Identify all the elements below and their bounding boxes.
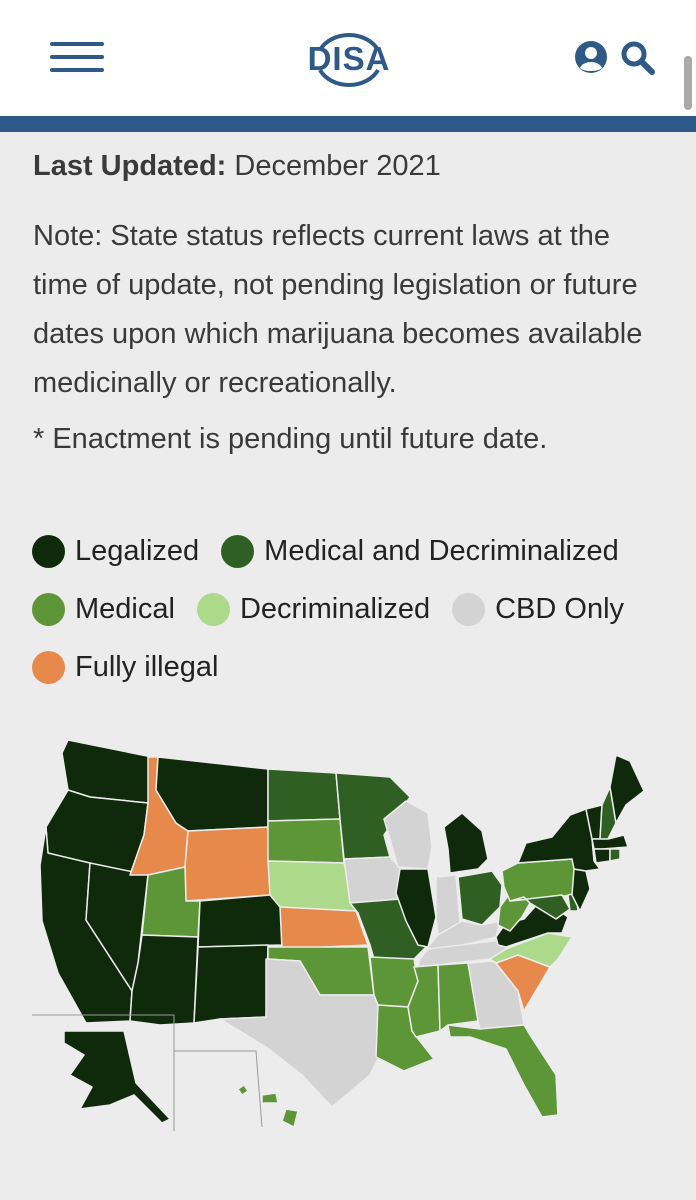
state-md[interactable]	[509, 894, 571, 920]
logo-arcs	[318, 32, 380, 88]
legend-dot-legalized	[32, 534, 65, 568]
state-sd[interactable]	[267, 818, 345, 864]
state-ct[interactable]	[593, 848, 611, 864]
site-header: DISA	[0, 0, 696, 132]
map-legend: Legalized Medical and Decriminalized Med…	[32, 522, 672, 696]
legend-label: Medical and Decriminalized	[264, 534, 619, 567]
state-nc[interactable]	[489, 932, 573, 968]
legend-dot-medical	[32, 592, 65, 626]
state-nm[interactable]	[193, 944, 269, 1024]
state-oh[interactable]	[457, 870, 503, 926]
state-ny[interactable]	[517, 808, 601, 872]
state-ne[interactable]	[267, 860, 357, 912]
search-icon[interactable]	[620, 40, 656, 76]
legend-label: Legalized	[75, 534, 200, 567]
state-me[interactable]	[609, 754, 645, 824]
enactment-note: * Enactment is pending until future date…	[33, 423, 548, 455]
state-al[interactable]	[437, 962, 479, 1032]
legend-dot-cbd-only	[452, 592, 486, 626]
state-wi[interactable]	[383, 800, 433, 870]
status-note: Note: State status reflects current laws…	[33, 220, 643, 399]
state-az[interactable]	[129, 934, 199, 1026]
legend-item-cbd-only: CBD Only	[452, 592, 625, 626]
scrollbar-thumb[interactable]	[684, 56, 692, 110]
hamburger-menu-icon[interactable]	[50, 42, 104, 74]
state-nd[interactable]	[267, 768, 341, 822]
legend-label: Fully illegal	[75, 650, 219, 683]
state-tx[interactable]	[219, 958, 391, 1108]
last-updated-label: Last Updated:	[33, 150, 227, 182]
state-hi[interactable]	[237, 1084, 299, 1128]
state-il[interactable]	[395, 868, 437, 948]
last-updated: Last Updated: December 2021	[33, 150, 441, 183]
legend-item-legalized: Legalized	[32, 534, 200, 568]
legend-dot-fully-illegal	[32, 650, 65, 684]
legend-label: CBD Only	[495, 592, 625, 625]
legend-item-medical-decriminalized: Medical and Decriminalized	[221, 534, 619, 568]
state-ak[interactable]	[63, 1030, 171, 1124]
state-fl[interactable]	[447, 1024, 559, 1118]
state-ri[interactable]	[609, 848, 621, 862]
disa-logo[interactable]: DISA	[306, 22, 392, 92]
state-co[interactable]	[197, 894, 283, 948]
last-updated-value: December 2021	[234, 150, 441, 182]
user-circle-icon[interactable]	[574, 40, 608, 74]
inset-frame-ak	[32, 1014, 175, 1131]
state-mi[interactable]	[443, 812, 489, 874]
legend-item-fully-illegal: Fully illegal	[32, 650, 219, 684]
us-status-map	[32, 739, 645, 1131]
state-mn[interactable]	[335, 772, 411, 860]
logo-text: DISA	[307, 40, 391, 77]
legend-label: Medical	[75, 592, 175, 625]
legend-label: Decriminalized	[239, 592, 431, 625]
state-wy[interactable]	[184, 826, 271, 902]
legend-item-medical: Medical	[32, 592, 175, 626]
legend-dot-decriminalized	[196, 592, 230, 626]
state-ks[interactable]	[279, 906, 369, 950]
inset-frame-hi	[174, 1050, 263, 1128]
legend-dot-medical-decriminalized	[221, 534, 255, 568]
legend-item-decriminalized: Decriminalized	[196, 592, 431, 626]
